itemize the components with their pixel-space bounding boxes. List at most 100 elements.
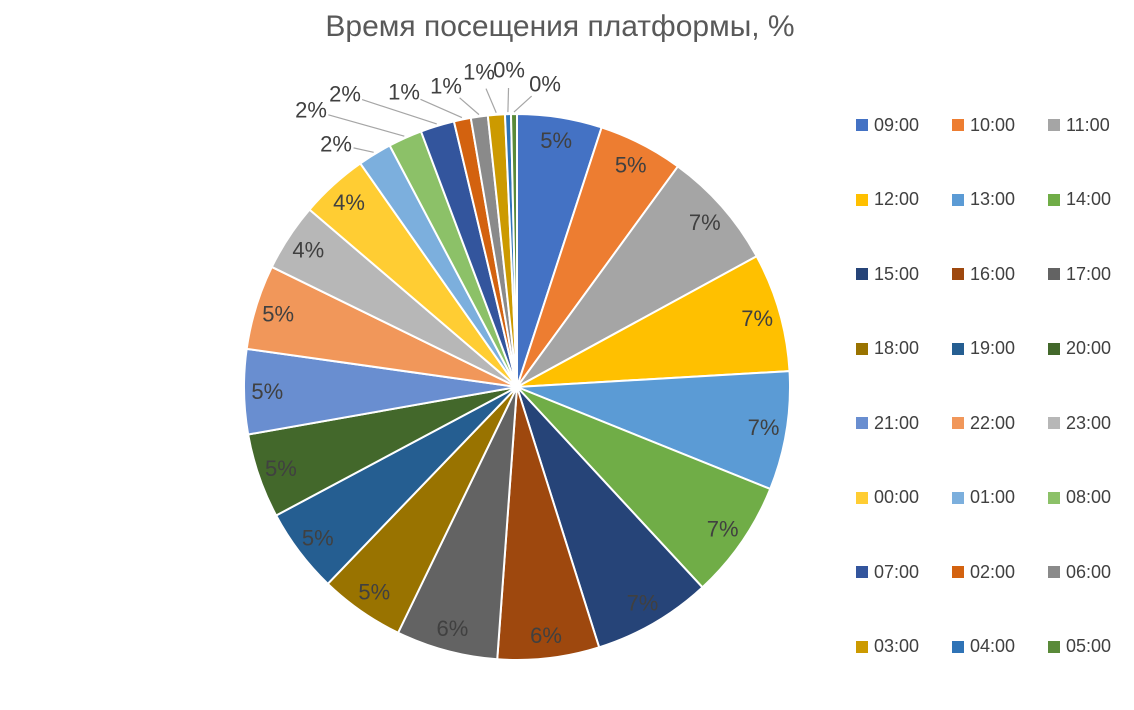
legend-swatch bbox=[856, 640, 868, 653]
legend-item-0500[interactable]: 05:00 bbox=[1048, 610, 1134, 685]
legend-label: 17:00 bbox=[1066, 263, 1112, 284]
legend-item-0400[interactable]: 04:00 bbox=[952, 610, 1048, 685]
legend-swatch bbox=[952, 566, 964, 579]
legend-label: 18:00 bbox=[874, 338, 920, 359]
legend-label: 14:00 bbox=[1066, 189, 1112, 210]
legend-swatch bbox=[856, 417, 868, 430]
chart-title: Время посещения платформы, % bbox=[325, 10, 795, 43]
legend-label: 19:00 bbox=[970, 338, 1016, 359]
pie-slice-0500[interactable] bbox=[509, 112, 518, 388]
pie-slice-1400[interactable] bbox=[516, 386, 772, 589]
data-label: 5% bbox=[262, 301, 294, 326]
legend-swatch bbox=[1048, 268, 1060, 281]
data-label: 2% bbox=[295, 98, 327, 123]
legend-item-1200[interactable]: 12:00 bbox=[856, 163, 952, 238]
data-label: 7% bbox=[748, 415, 780, 440]
legend-item-0600[interactable]: 06:00 bbox=[1048, 535, 1134, 610]
legend-swatch bbox=[1048, 342, 1060, 355]
data-label: 7% bbox=[627, 591, 659, 616]
data-label: 0% bbox=[493, 58, 525, 83]
pie-slice-1300[interactable] bbox=[516, 370, 791, 490]
legend-item-1500[interactable]: 15:00 bbox=[856, 237, 952, 312]
legend-item-2100[interactable]: 21:00 bbox=[856, 386, 952, 461]
legend-swatch bbox=[856, 491, 868, 504]
data-label: 7% bbox=[689, 210, 721, 235]
legend-item-1300[interactable]: 13:00 bbox=[952, 163, 1048, 238]
data-label: 5% bbox=[540, 128, 572, 153]
legend-item-1900[interactable]: 19:00 bbox=[952, 312, 1048, 387]
legend-swatch bbox=[952, 640, 964, 653]
leader-line bbox=[485, 88, 497, 114]
leader-line bbox=[459, 97, 480, 116]
legend-item-1600[interactable]: 16:00 bbox=[952, 237, 1048, 312]
data-label: 1% bbox=[463, 60, 495, 85]
legend-label: 01:00 bbox=[970, 487, 1016, 508]
data-label: 1% bbox=[430, 74, 462, 99]
legend-item-0200[interactable]: 02:00 bbox=[952, 535, 1048, 610]
legend-label: 05:00 bbox=[1066, 636, 1112, 657]
legend-item-1800[interactable]: 18:00 bbox=[856, 312, 952, 387]
pie-slice-1200[interactable] bbox=[516, 255, 791, 388]
legend-item-0700[interactable]: 07:00 bbox=[856, 535, 952, 610]
chart-legend: 09:00 10:00 11:00 12:00 13:00 14:00 15:00 16:00… bbox=[856, 88, 1134, 684]
legend-label: 22:00 bbox=[970, 412, 1016, 433]
legend-swatch bbox=[1048, 566, 1060, 579]
legend-item-0100[interactable]: 01:00 bbox=[952, 461, 1048, 536]
legend-swatch bbox=[856, 342, 868, 355]
legend-swatch bbox=[856, 566, 868, 579]
legend-label: 12:00 bbox=[874, 189, 920, 210]
leader-line bbox=[361, 99, 437, 125]
legend-item-2000[interactable]: 20:00 bbox=[1048, 312, 1134, 387]
leader-line bbox=[507, 87, 510, 113]
legend-item-0000[interactable]: 00:00 bbox=[856, 461, 952, 536]
legend-item-2300[interactable]: 23:00 bbox=[1048, 386, 1134, 461]
legend-swatch bbox=[1048, 193, 1060, 206]
data-label: 0% bbox=[529, 72, 561, 97]
legend-swatch bbox=[1048, 491, 1060, 504]
data-label: 4% bbox=[333, 190, 365, 215]
legend-label: 09:00 bbox=[874, 114, 920, 135]
data-label: 1% bbox=[388, 80, 420, 105]
legend-item-1000[interactable]: 10:00 bbox=[952, 88, 1048, 163]
legend-swatch bbox=[952, 119, 964, 132]
legend-swatch bbox=[856, 193, 868, 206]
data-label: 6% bbox=[437, 616, 469, 641]
legend-item-0800[interactable]: 08:00 bbox=[1048, 461, 1134, 536]
legend-item-0900[interactable]: 09:00 bbox=[856, 88, 952, 163]
data-label: 5% bbox=[265, 456, 297, 481]
legend-swatch bbox=[952, 268, 964, 281]
data-label: 7% bbox=[741, 306, 773, 331]
legend-label: 10:00 bbox=[970, 114, 1016, 135]
legend-label: 00:00 bbox=[874, 487, 920, 508]
legend-label: 11:00 bbox=[1066, 114, 1110, 135]
legend-swatch bbox=[952, 417, 964, 430]
legend-item-2200[interactable]: 22:00 bbox=[952, 386, 1048, 461]
legend-label: 06:00 bbox=[1066, 561, 1112, 582]
data-label: 7% bbox=[707, 516, 739, 541]
legend-label: 20:00 bbox=[1066, 338, 1112, 359]
legend-swatch bbox=[1048, 640, 1060, 653]
legend-item-1700[interactable]: 17:00 bbox=[1048, 237, 1134, 312]
leader-line bbox=[328, 114, 405, 137]
data-label: 5% bbox=[358, 580, 390, 605]
pie-slice-1500[interactable] bbox=[516, 386, 704, 649]
legend-label: 16:00 bbox=[970, 263, 1016, 284]
legend-swatch bbox=[856, 268, 868, 281]
legend-label: 21:00 bbox=[874, 412, 920, 433]
legend-label: 02:00 bbox=[970, 561, 1016, 582]
legend-label: 13:00 bbox=[970, 189, 1016, 210]
legend-swatch bbox=[1048, 119, 1060, 132]
legend-item-1400[interactable]: 14:00 bbox=[1048, 163, 1134, 238]
data-label: 4% bbox=[292, 238, 324, 263]
leader-line bbox=[420, 98, 463, 119]
legend-swatch bbox=[1048, 417, 1060, 430]
legend-swatch bbox=[952, 491, 964, 504]
legend-item-0300[interactable]: 03:00 bbox=[856, 610, 952, 685]
leader-line bbox=[353, 147, 374, 153]
pie-slice-1100[interactable] bbox=[516, 165, 758, 388]
legend-label: 04:00 bbox=[970, 636, 1016, 657]
legend-item-1100[interactable]: 11:00 bbox=[1048, 88, 1134, 163]
leader-line bbox=[513, 95, 533, 113]
